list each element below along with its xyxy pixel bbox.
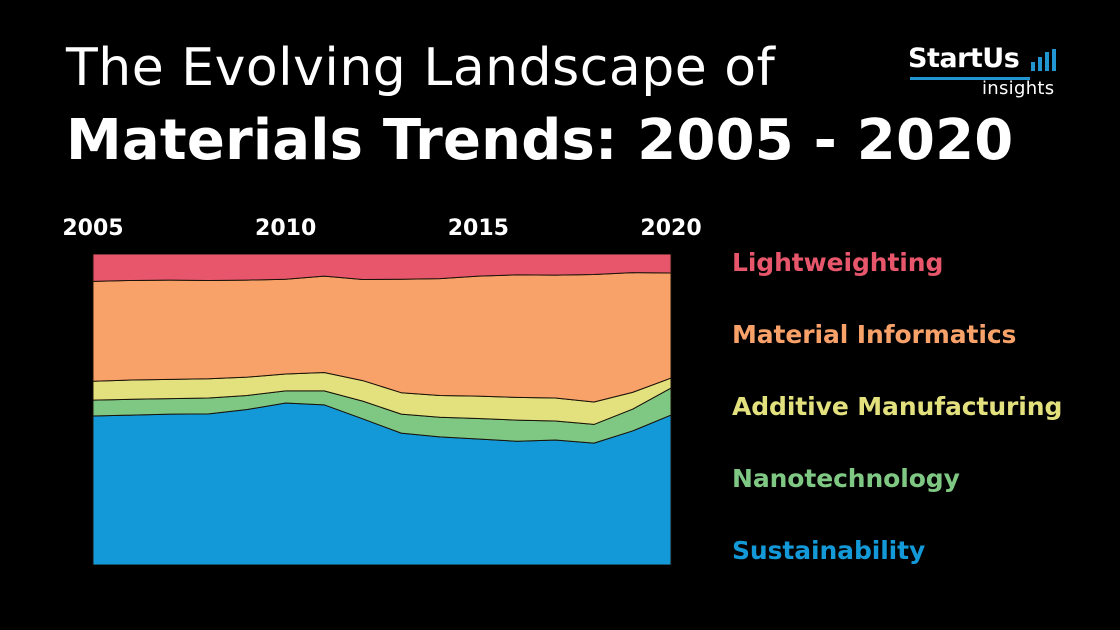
header: The Evolving Landscape of Materials Tren… [0,0,1120,200]
legend-item-lightweighting[interactable]: Lightweighting [732,248,944,277]
x-tick-label-2005: 2005 [62,216,124,241]
stacked-area-chart [66,254,698,565]
legend-item-material-informatics[interactable]: Material Informatics [732,320,1017,349]
logo-wordmark: StartUs [908,43,1020,74]
bar-chart-icon [1031,49,1056,71]
startus-insights-logo: StartUs insights [908,44,1072,100]
page-title: The Evolving Landscape of Materials Tren… [66,36,1014,176]
stacked-area-plot [92,254,672,565]
legend-item-nanotechnology[interactable]: Nanotechnology [732,464,960,493]
legend-item-sustainability[interactable]: Sustainability [732,536,926,565]
chart-legend: Lightweighting Material Informatics Additi… [732,248,1112,578]
area-band-lightweighting [92,254,672,282]
logo-subtext: insights [982,78,1055,99]
title-line-one: The Evolving Landscape of [66,38,776,98]
logo-underline-rule [910,77,1030,80]
legend-item-additive-manufacturing[interactable]: Additive Manufacturing [732,392,1063,421]
x-tick-label-2010: 2010 [255,216,317,241]
x-axis-tick-labels: 2005 2010 2015 2020 [0,216,1120,248]
x-tick-label-2020: 2020 [640,216,702,241]
title-line-two: Materials Trends: 2005 - 2020 [66,108,1014,173]
x-tick-label-2015: 2015 [447,216,509,241]
